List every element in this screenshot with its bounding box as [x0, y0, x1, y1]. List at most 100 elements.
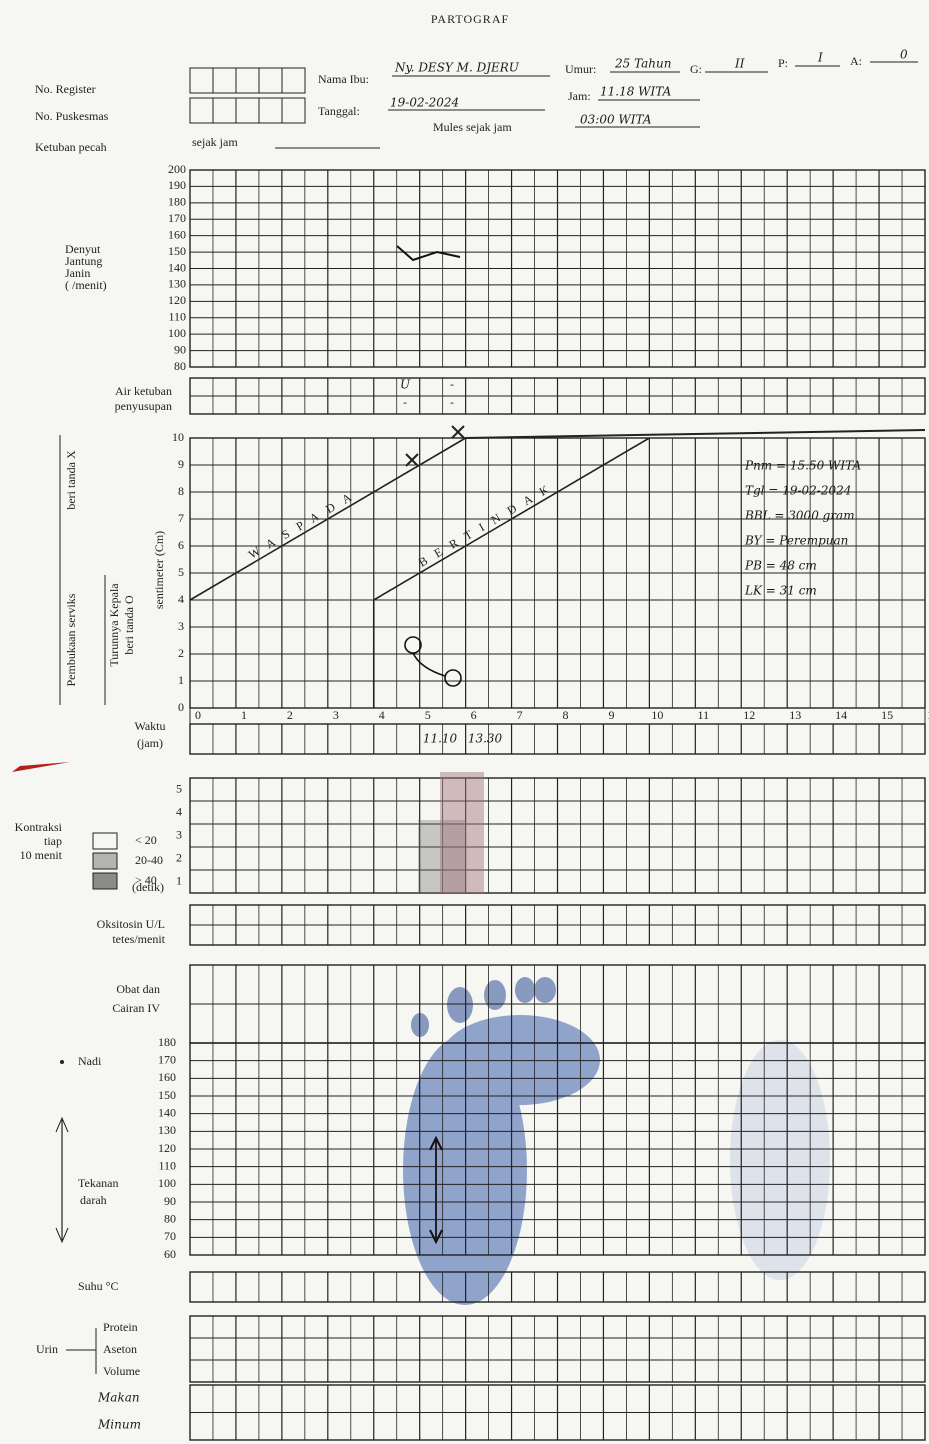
legend-label: 20-40	[135, 853, 163, 867]
label: (detik)	[132, 880, 164, 894]
hour-label: 2	[287, 708, 293, 722]
label: Volume	[103, 1364, 140, 1378]
tick-label: 3	[176, 827, 182, 841]
label: Waktu	[134, 719, 165, 733]
handwriting: II	[734, 57, 745, 71]
handwriting: LK = 31 cm	[744, 584, 817, 598]
bullet	[60, 1060, 64, 1064]
tick-label: 80	[174, 359, 186, 373]
tick-label: 5	[176, 781, 182, 795]
handwriting: 11.10	[423, 732, 458, 746]
legend-label: < 20	[135, 833, 157, 847]
legend-swatch	[93, 873, 117, 889]
label: A:	[850, 54, 862, 68]
label: Kontraksi	[15, 820, 63, 834]
handwriting: 11.18 WITA	[600, 85, 672, 99]
label: Obat dan	[116, 982, 160, 996]
hour-label: 6	[471, 708, 477, 722]
tick-label: 2	[178, 646, 184, 660]
handwriting: Makan	[97, 1391, 140, 1405]
label: Tanggal:	[318, 104, 360, 118]
partograph-sheet: PARTOGRAFNo. RegisterNo. PuskesmasKetuba…	[0, 0, 929, 1444]
label: Aseton	[103, 1342, 137, 1356]
label: tetes/menit	[112, 932, 165, 946]
tick-label: 100	[168, 326, 186, 340]
hour-label: 14	[835, 708, 847, 722]
label: ( /menit)	[65, 278, 107, 292]
tick-label: 9	[178, 457, 184, 471]
handwriting: 19-02-2024	[390, 96, 459, 110]
label: Nama Ibu:	[318, 72, 369, 86]
tick-label: 180	[158, 1035, 176, 1049]
hour-label: 8	[563, 708, 569, 722]
label: Ketuban pecah	[35, 140, 107, 154]
label: P:	[778, 56, 788, 70]
tick-label: 7	[178, 511, 184, 525]
handwriting: Minum	[97, 1418, 141, 1432]
tick-label: 170	[168, 211, 186, 225]
handwriting: PB = 48 cm	[744, 559, 817, 573]
label: darah	[80, 1193, 107, 1207]
label: Oksitosin U/L	[97, 917, 165, 931]
hour-label: 15	[881, 708, 893, 722]
tick-label: 6	[178, 538, 184, 552]
tick-label: 3	[178, 619, 184, 633]
tick-label: 4	[176, 804, 182, 818]
handwriting: -	[403, 396, 407, 410]
label: Suhu °C	[78, 1279, 118, 1293]
label: Nadi	[78, 1054, 102, 1068]
handwriting: Pnm = 15.50 WITA	[744, 459, 861, 473]
tick-label: 90	[174, 342, 186, 356]
label: tiap	[44, 834, 62, 848]
label: G:	[690, 62, 702, 76]
tick-label: 150	[158, 1088, 176, 1102]
label: sejak jam	[192, 135, 238, 149]
hour-label: 5	[425, 708, 431, 722]
tick-label: 170	[158, 1052, 176, 1066]
legend-swatch	[93, 853, 117, 869]
label: No. Puskesmas	[35, 109, 109, 123]
tick-label: 150	[168, 244, 186, 258]
hour-label: 9	[608, 708, 614, 722]
label: Tekanan	[78, 1176, 118, 1190]
label: Pembukaan serviks	[64, 593, 78, 686]
handwriting: 13.30	[468, 732, 503, 746]
label: Protein	[103, 1320, 138, 1334]
label: beri tanda X	[64, 450, 78, 510]
hour-label: 0	[195, 708, 201, 722]
handwriting: Tgl = 19-02-2024	[745, 484, 851, 498]
handwriting: 0	[900, 48, 908, 62]
handwriting: BBL = 3000 gram	[744, 509, 855, 523]
tick-label: 5	[178, 565, 184, 579]
label: Mules sejak jam	[433, 120, 512, 134]
hour-label: 12	[743, 708, 755, 722]
label: (jam)	[137, 736, 163, 750]
hour-label: 3	[333, 708, 339, 722]
title: PARTOGRAF	[431, 12, 509, 26]
handwriting: 03:00 WITA	[580, 113, 652, 127]
hour-label: 13	[789, 708, 801, 722]
tick-label: 10	[172, 430, 184, 444]
handwriting: U	[400, 378, 411, 392]
tick-label: 120	[168, 293, 186, 307]
label: Cairan IV	[112, 1001, 160, 1015]
tick-label: 130	[168, 277, 186, 291]
hour-label: 4	[379, 708, 385, 722]
tick-label: 8	[178, 484, 184, 498]
label: sentimeter (Cm)	[152, 531, 166, 609]
tick-label: 120	[158, 1141, 176, 1155]
handwriting: -	[450, 396, 454, 410]
tick-label: 0	[178, 700, 184, 714]
tick-label: 160	[168, 227, 186, 241]
page: { "header": {"title": "PARTOGRAF"}, "pat…	[0, 0, 929, 1444]
tick-label: 1	[178, 673, 184, 687]
handwriting: BY = Perempuan	[744, 534, 848, 548]
label: Turunnya Kepala	[107, 583, 121, 667]
tick-label: 100	[158, 1176, 176, 1190]
tick-label: 90	[164, 1194, 176, 1208]
label: 10 menit	[20, 848, 63, 862]
handwriting: Ny. DESY M. DJERU	[394, 61, 520, 75]
hour-label: 11	[698, 708, 710, 722]
handwriting: I	[817, 51, 823, 65]
tick-label: 80	[164, 1211, 176, 1225]
